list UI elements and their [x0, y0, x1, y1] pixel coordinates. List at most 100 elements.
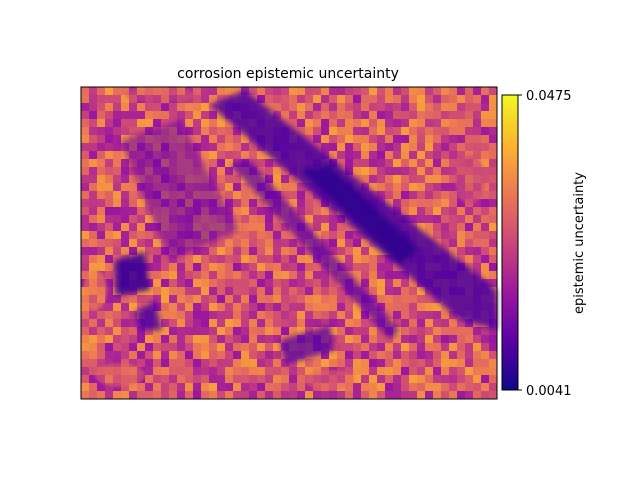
heatmap-cell [377, 359, 385, 367]
heatmap-cell [233, 135, 241, 143]
heatmap-cell [129, 231, 137, 239]
colorbar-frame [501, 94, 519, 391]
heatmap-cell [249, 159, 257, 167]
heatmap-cell [297, 103, 305, 111]
heatmap-cell [241, 207, 249, 215]
heatmap-cell [369, 263, 377, 271]
heatmap-cell [305, 295, 313, 303]
heatmap-cell [473, 367, 481, 375]
heatmap-cell [361, 263, 369, 271]
heatmap-cell [265, 215, 273, 223]
heatmap-cell [297, 207, 305, 215]
heatmap-cell [233, 263, 241, 271]
heatmap-cell [209, 359, 217, 367]
heatmap-cell [201, 95, 209, 103]
heatmap-cell [241, 231, 249, 239]
heatmap-cell [489, 103, 497, 111]
heatmap-cell [225, 183, 233, 191]
heatmap-cell [273, 255, 281, 263]
heatmap-cell [233, 391, 241, 399]
heatmap-cell [425, 159, 433, 167]
heatmap-cell [209, 375, 217, 383]
heatmap-cell [81, 311, 89, 319]
heatmap-cell [481, 127, 489, 135]
heatmap-cell [393, 263, 401, 271]
heatmap-cell [345, 263, 353, 271]
heatmap-cell [393, 311, 401, 319]
heatmap-cell [433, 207, 441, 215]
heatmap-cell [313, 111, 321, 119]
heatmap-cell [353, 231, 361, 239]
heatmap-cell [393, 151, 401, 159]
low-patch-bottom [280, 325, 335, 365]
heatmap-cell [393, 127, 401, 135]
heatmap-cell [345, 95, 353, 103]
heatmap-cell [145, 263, 153, 271]
heatmap-cell [145, 351, 153, 359]
heatmap-cell [465, 263, 473, 271]
heatmap-cell [425, 351, 433, 359]
heatmap-cell [465, 343, 473, 351]
heatmap-cell [465, 135, 473, 143]
heatmap-cell [345, 223, 353, 231]
heatmap-cell [329, 127, 337, 135]
heatmap-cell [129, 191, 137, 199]
heatmap-cell [241, 335, 249, 343]
heatmap-cell [489, 255, 497, 263]
heatmap-cell [425, 295, 433, 303]
heatmap-cell [97, 319, 105, 327]
heatmap-cell [425, 191, 433, 199]
heatmap-cell [201, 119, 209, 127]
heatmap-cell [169, 351, 177, 359]
heatmap-cell [337, 119, 345, 127]
heatmap-cell [217, 119, 225, 127]
chart-title: corrosion epistemic uncertainty [177, 66, 399, 82]
heatmap-cell [313, 223, 321, 231]
heatmap-cell [313, 199, 321, 207]
heatmap-cell [177, 375, 185, 383]
heatmap-cell [265, 95, 273, 103]
heatmap-cell [217, 375, 225, 383]
heatmap-cell [169, 319, 177, 327]
heatmap-cell [89, 183, 97, 191]
heatmap-cell [361, 391, 369, 399]
heatmap-cell [233, 375, 241, 383]
heatmap-cell [121, 207, 129, 215]
heatmap-cell [361, 135, 369, 143]
heatmap-cell [81, 127, 89, 135]
heatmap-cell [409, 327, 417, 335]
heatmap-cell [193, 111, 201, 119]
heatmap-cell [209, 279, 217, 287]
heatmap-cell [433, 143, 441, 151]
heatmap-cell [433, 335, 441, 343]
heatmap-cell [257, 159, 265, 167]
heatmap-cell [89, 175, 97, 183]
heatmap-cell [345, 311, 353, 319]
heatmap-cell [401, 167, 409, 175]
heatmap-cell [457, 151, 465, 159]
heatmap-cell [273, 391, 281, 399]
heatmap-cell [113, 335, 121, 343]
heatmap-cell [369, 175, 377, 183]
heatmap-cell [129, 175, 137, 183]
heatmap-cell [457, 383, 465, 391]
heatmap-cell [417, 151, 425, 159]
heatmap-cell [345, 247, 353, 255]
heatmap-cell [193, 127, 201, 135]
heatmap-cell [81, 135, 89, 143]
heatmap-cell [225, 287, 233, 295]
heatmap-cell [489, 359, 497, 367]
heatmap-cell [97, 119, 105, 127]
heatmap-cell [169, 279, 177, 287]
heatmap-cell [113, 303, 121, 311]
heatmap-cell [401, 367, 409, 375]
heatmap-cell [193, 103, 201, 111]
heatmap-cell [225, 375, 233, 383]
heatmap-cell [225, 383, 233, 391]
heatmap-cell [241, 367, 249, 375]
heatmap-cell [273, 287, 281, 295]
heatmap-cell [321, 143, 329, 151]
heatmap-cell [393, 287, 401, 295]
heatmap-cell [377, 271, 385, 279]
heatmap-cell [121, 199, 129, 207]
